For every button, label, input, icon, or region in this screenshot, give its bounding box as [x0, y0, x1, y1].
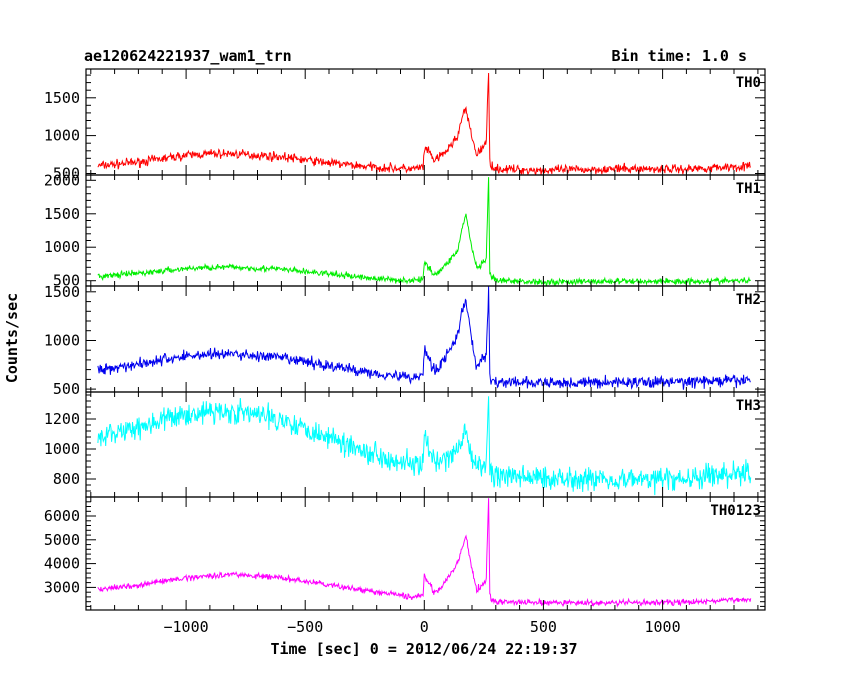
- panel-th3: 800 1000 1200 TH3: [44, 391, 766, 498]
- y-tick-label: 500: [53, 380, 80, 398]
- panel-frame: [85, 285, 766, 393]
- x-axis-title: Time [sec] 0 = 2012/06/24 22:19:37: [270, 640, 577, 658]
- panel-frame: [85, 68, 766, 176]
- panel-th0: 500 1000 1500 TH0: [44, 68, 766, 182]
- y-tick-label: 3000: [44, 578, 80, 596]
- y-axis-title: Counts/sec: [3, 293, 21, 383]
- y-tick-label: 1500: [44, 89, 80, 107]
- x-tick-label: 1000: [644, 618, 680, 636]
- panel-label-th0: TH0: [736, 75, 761, 91]
- y-tick-label: 500: [53, 272, 80, 290]
- y-tick-label: 500: [53, 164, 80, 182]
- chart-title: ae120624221937_wam1_trn: [84, 47, 292, 65]
- y-tick-label: 2000: [44, 171, 80, 189]
- x-tick-label: −1000: [163, 618, 208, 636]
- panels-layer: 500 1000 1500 TH0 500 1000 1500 2000 TH1 500 1000 1…: [44, 68, 766, 636]
- series-line-th1: [97, 177, 752, 286]
- y-tick-label: 1500: [44, 283, 80, 301]
- panel-frame: [85, 496, 766, 611]
- y-tick-label: 1000: [44, 440, 80, 458]
- y-tick-label: 1500: [44, 205, 80, 223]
- panel-th2: 500 1000 1500 TH2: [44, 283, 766, 398]
- x-tick-label: 0: [420, 618, 429, 636]
- x-tick-label: 500: [530, 618, 557, 636]
- y-tick-label: 1000: [44, 127, 80, 145]
- bin-time-label: Bin time: 1.0 s: [612, 47, 747, 65]
- y-tick-label: 6000: [44, 507, 80, 525]
- y-tick-label: 4000: [44, 555, 80, 573]
- y-tick-label: 800: [53, 470, 80, 488]
- y-tick-label: 1000: [44, 331, 80, 349]
- panel-label-th2: TH2: [736, 292, 761, 308]
- panel-label-th1: TH1: [736, 181, 761, 197]
- series-line-th0: [97, 72, 752, 175]
- panel-label-th3: TH3: [736, 398, 761, 414]
- panel-label-th0123: TH0123: [710, 503, 761, 519]
- x-tick-label: −500: [287, 618, 323, 636]
- y-tick-label: 1000: [44, 238, 80, 256]
- series-line-th3: [97, 396, 752, 496]
- y-tick-label: 1200: [44, 410, 80, 428]
- panel-th0123: 3000 4000 5000 6000 TH0123: [44, 496, 766, 611]
- panel-th1: 500 1000 1500 2000 TH1: [44, 171, 766, 290]
- series-line-th0123: [97, 498, 752, 608]
- series-line-th2: [97, 286, 751, 390]
- y-tick-label: 5000: [44, 531, 80, 549]
